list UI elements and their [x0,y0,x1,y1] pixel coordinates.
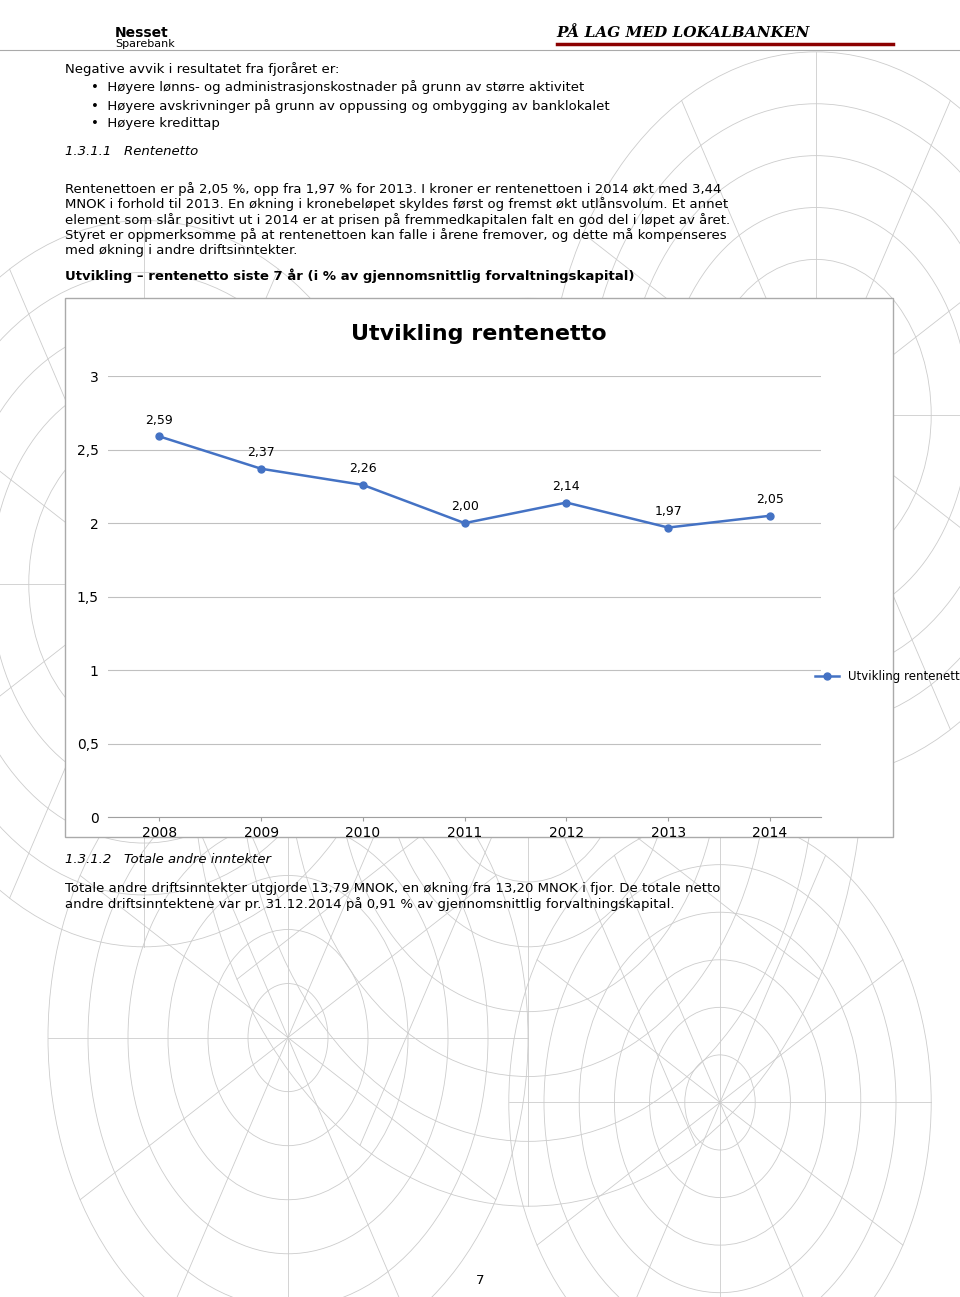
Text: Sparebank: Sparebank [115,39,175,49]
Text: 2,05: 2,05 [756,493,784,506]
Text: •  Høyere kredittap: • Høyere kredittap [91,117,220,130]
Text: Totale andre driftsinntekter utgjorde 13,79 MNOK, en økning fra 13,20 MNOK i fjo: Totale andre driftsinntekter utgjorde 13… [65,882,721,895]
Text: 2,59: 2,59 [146,414,173,427]
Text: andre driftsinntektene var pr. 31.12.2014 på 0,91 % av gjennomsnittlig forvaltni: andre driftsinntektene var pr. 31.12.201… [65,898,675,912]
Text: Nesset: Nesset [115,26,169,40]
Text: 2,37: 2,37 [248,446,275,459]
Text: Rentenettoen er på 2,05 %, opp fra 1,97 % for 2013. I kroner er rentenettoen i 2: Rentenettoen er på 2,05 %, opp fra 1,97 … [65,182,722,196]
Utvikling rentenetto [561,494,572,510]
Text: 1.3.1.2   Totale andre inntekter: 1.3.1.2 Totale andre inntekter [65,853,272,866]
Legend: Utvikling rentenetto: Utvikling rentenetto [810,665,960,687]
Utvikling rentenetto [764,508,776,524]
Text: Utvikling rentenetto: Utvikling rentenetto [351,324,607,344]
Text: •  Høyere avskrivninger på grunn av oppussing og ombygging av banklokalet: • Høyere avskrivninger på grunn av oppus… [91,99,610,113]
Utvikling rentenetto [459,515,470,530]
Text: 2,14: 2,14 [553,480,580,493]
Text: element som slår positivt ut i 2014 er at prisen på fremmedkapitalen falt en god: element som slår positivt ut i 2014 er a… [65,213,731,227]
Utvikling rentenetto [662,520,674,536]
Utvikling rentenetto [357,477,369,493]
Text: 1.3.1.1   Rentenetto: 1.3.1.1 Rentenetto [65,145,199,158]
Text: 1,97: 1,97 [655,505,682,518]
Text: med økning i andre driftsinntekter.: med økning i andre driftsinntekter. [65,244,298,257]
Line: Utvikling rentenetto: Utvikling rentenetto [156,433,774,530]
Text: •  Høyere lønns- og administrasjonskostnader på grunn av større aktivitet: • Høyere lønns- og administrasjonskostna… [91,80,585,95]
Text: Negative avvik i resultatet fra fjoråret er:: Negative avvik i resultatet fra fjoråret… [65,62,340,77]
Text: 7: 7 [476,1274,484,1287]
Text: 2,26: 2,26 [349,462,376,475]
Text: Styret er oppmerksomme på at rentenettoen kan falle i årene fremover, og dette m: Styret er oppmerksomme på at rentenettoe… [65,228,727,243]
Text: MNOK i forhold til 2013. En økning i kronebeløpet skyldes først og fremst økt ut: MNOK i forhold til 2013. En økning i kro… [65,197,729,211]
Text: Utvikling – rentenetto siste 7 år (i % av gjennomsnittlig forvaltningskapital): Utvikling – rentenetto siste 7 år (i % a… [65,268,635,283]
Utvikling rentenetto [255,460,267,476]
Text: PÅ LAG MED LOKALBANKEN: PÅ LAG MED LOKALBANKEN [557,26,810,40]
Text: 2,00: 2,00 [450,501,479,514]
Utvikling rentenetto [154,428,165,444]
